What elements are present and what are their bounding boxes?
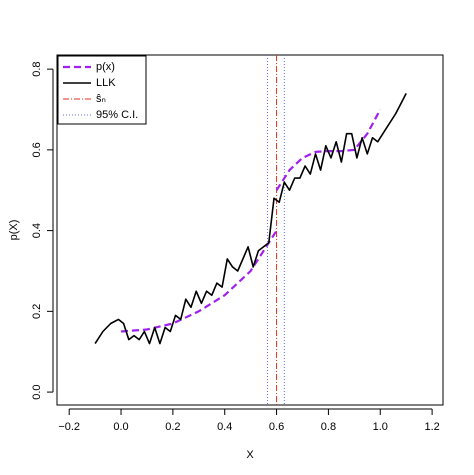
y-tick-label: 0.6 (31, 142, 43, 157)
x-axis-title: X (246, 449, 254, 461)
y-tick-label: 0.2 (31, 304, 43, 319)
series-line (94, 93, 407, 345)
y-axis-title: p(X) (8, 220, 20, 241)
x-tick-label: 1.2 (424, 421, 439, 433)
legend-box (57, 55, 147, 125)
legend-label: LLK (96, 77, 116, 89)
x-tick-label: 0.8 (321, 421, 336, 433)
series-line (120, 108, 382, 333)
legend-label: ŝₙ (96, 93, 106, 105)
y-tick-label: 0.8 (31, 61, 43, 76)
x-tick-label: 0.2 (165, 421, 180, 433)
x-tick-label: 0.0 (113, 421, 128, 433)
x-tick-label: 0.4 (217, 421, 232, 433)
legend-label: 95% C.I. (96, 109, 138, 121)
x-tick-label: 1.0 (373, 421, 388, 433)
y-tick-label: 0.4 (31, 223, 43, 238)
x-tick-label: −0.2 (58, 421, 80, 433)
x-tick-label: 0.6 (269, 421, 284, 433)
legend-label: p(x) (96, 61, 115, 73)
plot-box (56, 54, 444, 406)
y-tick-label: 0.0 (31, 384, 43, 399)
